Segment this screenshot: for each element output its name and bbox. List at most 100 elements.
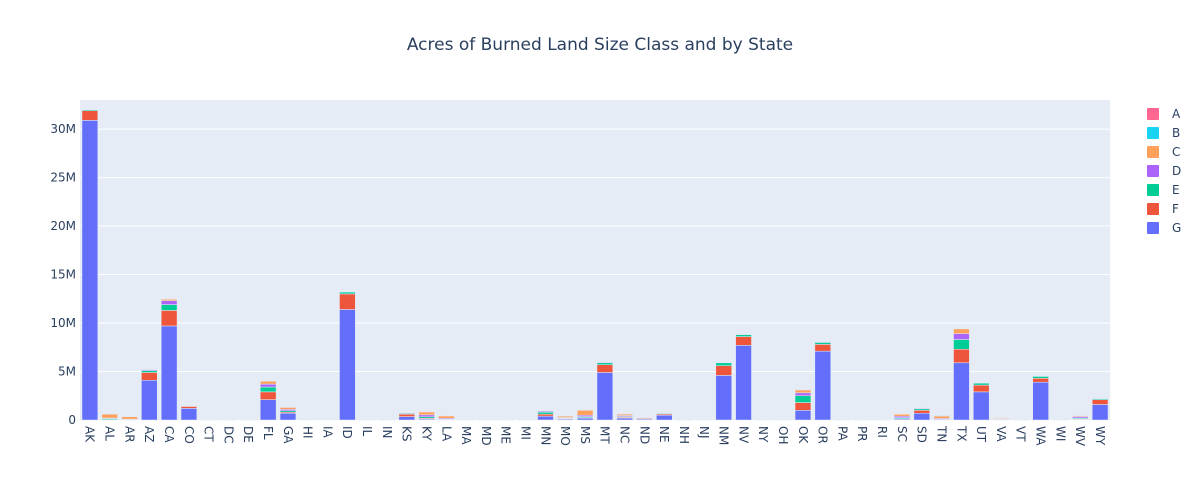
- bar-TX-D[interactable]: [953, 333, 970, 340]
- bar-FL-E[interactable]: [260, 386, 277, 393]
- bar-TX-C[interactable]: [953, 328, 970, 334]
- bar-FL-G[interactable]: [260, 399, 277, 421]
- bar-CA-G[interactable]: [160, 325, 178, 421]
- bar-NM-G[interactable]: [715, 375, 732, 421]
- y-tick-label: 20M: [50, 219, 76, 233]
- bar-OR-E[interactable]: [814, 342, 831, 345]
- bar-NV-G[interactable]: [735, 345, 752, 421]
- bar-OR-F[interactable]: [814, 344, 831, 352]
- x-tick-label: KY: [419, 426, 433, 441]
- bar-OK-D[interactable]: [794, 392, 812, 397]
- bar-AZ-E[interactable]: [141, 370, 158, 373]
- bar-SD-F[interactable]: [913, 410, 931, 414]
- bar-WY-F[interactable]: [1091, 399, 1109, 405]
- bar-KS-F[interactable]: [398, 413, 415, 417]
- y-tick-label: 10M: [50, 316, 76, 330]
- bar-NV-F[interactable]: [735, 336, 752, 346]
- legend-label: A: [1172, 107, 1181, 121]
- bar-WA-G[interactable]: [1032, 381, 1049, 421]
- bar-FL-C[interactable]: [260, 380, 277, 385]
- bar-KY-D[interactable]: [418, 414, 435, 418]
- legend-item-F[interactable]: F: [1147, 202, 1179, 216]
- y-tick-label: 25M: [50, 171, 76, 185]
- bar-MT-E[interactable]: [596, 362, 614, 365]
- legend-item-B[interactable]: B: [1147, 126, 1180, 140]
- bar-CA-D[interactable]: [160, 300, 178, 305]
- bar-UT-F[interactable]: [973, 384, 990, 393]
- bar-TX-G[interactable]: [953, 362, 970, 421]
- x-tick-label: VA: [994, 426, 1008, 442]
- bar-MN-G[interactable]: [537, 415, 554, 421]
- bar-CA-F[interactable]: [160, 310, 178, 327]
- bar-MS-C[interactable]: [576, 410, 594, 416]
- legend-item-G[interactable]: G: [1147, 221, 1181, 235]
- bar-AZ-F[interactable]: [141, 372, 158, 381]
- bar-AK-G[interactable]: [81, 120, 99, 421]
- bar-FL-D[interactable]: [260, 383, 277, 388]
- bar-AZ-G[interactable]: [141, 379, 158, 421]
- bar-WY-G[interactable]: [1091, 404, 1109, 421]
- bar-AL-C[interactable]: [101, 413, 118, 419]
- bar-NV-E[interactable]: [735, 334, 752, 337]
- bar-OK-F[interactable]: [794, 402, 812, 411]
- bar-TN-C[interactable]: [933, 415, 950, 419]
- x-tick-label: MT: [598, 426, 612, 444]
- bar-CO-F[interactable]: [180, 406, 198, 409]
- bar-AR-C[interactable]: [121, 416, 138, 420]
- bar-LA-C[interactable]: [438, 415, 455, 419]
- bar-KS-G[interactable]: [398, 416, 415, 421]
- bar-NM-E[interactable]: [715, 362, 732, 366]
- bar-OR-G[interactable]: [814, 350, 831, 421]
- bars[interactable]: [81, 109, 1109, 421]
- x-tick-label: NH: [677, 426, 691, 444]
- chart-title: Acres of Burned Land Size Class and by S…: [407, 35, 793, 55]
- bar-OK-C[interactable]: [794, 389, 812, 394]
- bar-WA-E[interactable]: [1032, 376, 1049, 379]
- x-tick-label: IA: [320, 426, 334, 439]
- bar-SD-G[interactable]: [913, 412, 931, 421]
- x-tick-label: SC: [895, 426, 909, 442]
- x-tick-label: OR: [816, 426, 830, 444]
- bar-NE-G[interactable]: [656, 414, 673, 421]
- bar-SC-C[interactable]: [893, 414, 911, 417]
- legend-item-C[interactable]: C: [1147, 145, 1180, 159]
- bar-WA-F[interactable]: [1032, 378, 1049, 383]
- bar-MT-G[interactable]: [596, 372, 614, 421]
- bar-MN-F[interactable]: [537, 413, 554, 417]
- bar-ID-E[interactable]: [339, 291, 356, 295]
- bar-OK-G[interactable]: [794, 410, 812, 421]
- bar-NM-F[interactable]: [715, 365, 732, 376]
- bar-KY-C[interactable]: [418, 411, 435, 416]
- bar-MN-E[interactable]: [537, 411, 554, 415]
- bar-CA-E[interactable]: [160, 304, 178, 311]
- legend-label: E: [1172, 183, 1180, 197]
- bar-OK-E[interactable]: [794, 395, 812, 403]
- bar-GA-G[interactable]: [279, 412, 297, 421]
- bar-ID-G[interactable]: [339, 309, 356, 421]
- bar-MS-G[interactable]: [576, 417, 594, 421]
- x-tick-label: CO: [182, 426, 196, 444]
- legend-item-A[interactable]: A: [1147, 107, 1181, 121]
- bar-AK-F[interactable]: [81, 110, 99, 121]
- bar-MT-F[interactable]: [596, 364, 614, 373]
- x-tick-label: PR: [855, 426, 869, 442]
- bar-TX-F[interactable]: [953, 348, 970, 364]
- bar-TX-E[interactable]: [953, 339, 970, 350]
- x-tick-label: NC: [618, 426, 632, 443]
- bar-ID-F[interactable]: [339, 293, 356, 310]
- legend-item-D[interactable]: D: [1147, 164, 1181, 178]
- legend-item-E[interactable]: E: [1147, 183, 1180, 197]
- x-tick-label: AR: [122, 426, 136, 443]
- bar-UT-E[interactable]: [973, 382, 990, 386]
- x-tick-label: MN: [538, 426, 552, 445]
- x-tick-label: LA: [439, 426, 453, 442]
- bar-FL-F[interactable]: [260, 391, 277, 400]
- bar-CO-G[interactable]: [180, 408, 198, 421]
- x-tick-label: IL: [360, 426, 374, 437]
- bar-NC-G[interactable]: [616, 417, 633, 421]
- bar-UT-G[interactable]: [973, 391, 990, 421]
- bar-GA-C[interactable]: [279, 407, 297, 410]
